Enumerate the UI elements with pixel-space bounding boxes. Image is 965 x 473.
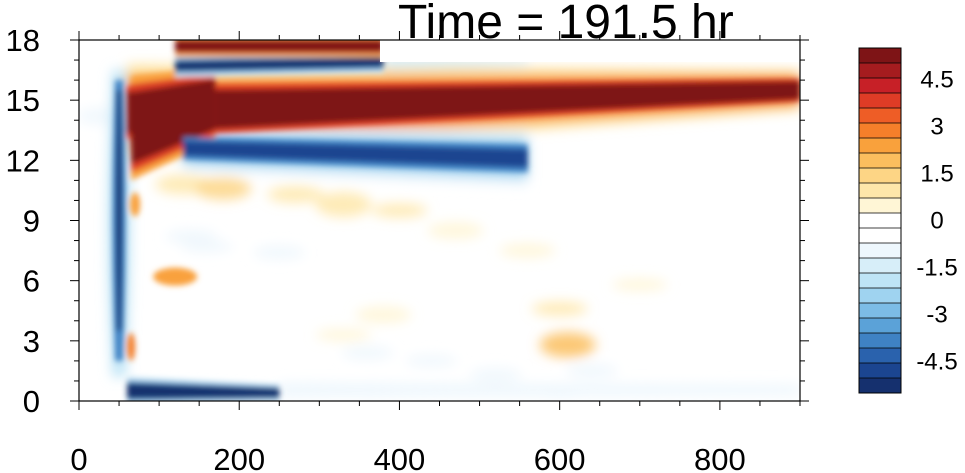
field-patch [253, 245, 306, 260]
x-tick-label: 0 [70, 442, 87, 473]
colorbar-swatch [859, 228, 901, 244]
colorbar-label: -4.5 [916, 349, 957, 376]
field-core-layer [112, 40, 800, 401]
colorbar-label: 0 [930, 208, 943, 235]
x-tick-label: 800 [694, 442, 746, 473]
field-patch [341, 345, 394, 360]
warm-patch [127, 332, 136, 361]
title-mask [380, 40, 800, 62]
field-patch [661, 369, 714, 384]
field-patch [165, 229, 218, 244]
field-patch [195, 177, 252, 200]
colorbar-swatch [859, 378, 901, 394]
field-patch [565, 363, 618, 378]
field-patch [405, 354, 458, 367]
colorbar-label: 3 [930, 113, 943, 140]
colorbar-swatch [859, 123, 901, 139]
colorbar-swatch [859, 93, 901, 109]
field-patch [539, 332, 596, 358]
x-tick-label: 200 [213, 442, 265, 473]
colorbar-swatch [859, 318, 901, 334]
field-patch [725, 204, 778, 217]
colorbar-swatch [859, 108, 901, 124]
field-patch [499, 243, 556, 258]
heatmap-field [79, 40, 800, 401]
field-patch [181, 240, 234, 253]
cold-column [115, 90, 123, 331]
colorbar-swatch [859, 243, 901, 259]
y-tick-label: 12 [6, 143, 40, 178]
warm-patch [130, 192, 141, 217]
field-patch [531, 301, 588, 316]
x-tick-label: 600 [534, 442, 586, 473]
colorbar-swatch [859, 348, 901, 364]
cold-band-bottom-tail [279, 382, 800, 397]
cold-band-top [175, 57, 384, 72]
field-patch [371, 203, 428, 218]
warm-band-main [127, 81, 800, 134]
y-tick-label: 3 [23, 324, 40, 359]
colorbar-label: -1.5 [916, 255, 957, 282]
field-patch [611, 278, 668, 291]
colorbar-swatch [859, 363, 901, 379]
colorbar-swatch [859, 258, 901, 274]
colorbar-swatch [859, 273, 901, 289]
colorbar-swatch [859, 213, 901, 229]
warm-patch [153, 267, 198, 286]
y-tick-labels: 0 3 6 9 12 15 18 [6, 23, 40, 419]
field-patch [741, 138, 794, 151]
colorbar-swatch [859, 198, 901, 214]
field-patch [469, 367, 522, 382]
colorbar-label: -3 [926, 302, 947, 329]
warm-band-top [175, 40, 384, 52]
colorbar-swatch [859, 138, 901, 154]
colorbar-swatch [859, 48, 901, 64]
colorbar-swatch [859, 78, 901, 94]
colorbar-swatch [859, 303, 901, 319]
colorbar-frame [858, 47, 902, 394]
chart-title: Time = 191.5 hr [398, 0, 734, 49]
y-tick-label: 0 [23, 384, 40, 419]
field-patch [267, 186, 324, 203]
axis-ticks [70, 31, 809, 410]
colorbar-swatch [859, 333, 901, 349]
y-tick-label: 18 [6, 23, 40, 58]
colorbar-label: 1.5 [920, 160, 953, 187]
y-tick-label: 15 [6, 83, 40, 118]
field-patch [315, 328, 372, 341]
plot-area [70, 31, 809, 410]
colorbar: 4.5 3 1.5 0 -1.5 -3 -4.5 [858, 47, 958, 394]
colorbar-swatch [859, 63, 901, 79]
y-tick-label: 6 [23, 264, 40, 299]
colorbar-swatch [859, 183, 901, 199]
cold-band-mid [183, 141, 528, 168]
field-patch [427, 222, 484, 239]
colorbar-swatch [859, 288, 901, 304]
colorbar-swatch [859, 153, 901, 169]
x-tick-label: 400 [374, 442, 426, 473]
colorbar-label: 4.5 [920, 66, 953, 93]
field-patch [355, 306, 412, 324]
y-tick-label: 9 [23, 204, 40, 239]
warm-band-head [131, 78, 216, 165]
field-patch [315, 191, 372, 218]
cold-band-bottom [127, 382, 280, 399]
colorbar-swatch [859, 168, 901, 184]
x-tick-labels: 0 200 400 600 800 [70, 442, 745, 473]
